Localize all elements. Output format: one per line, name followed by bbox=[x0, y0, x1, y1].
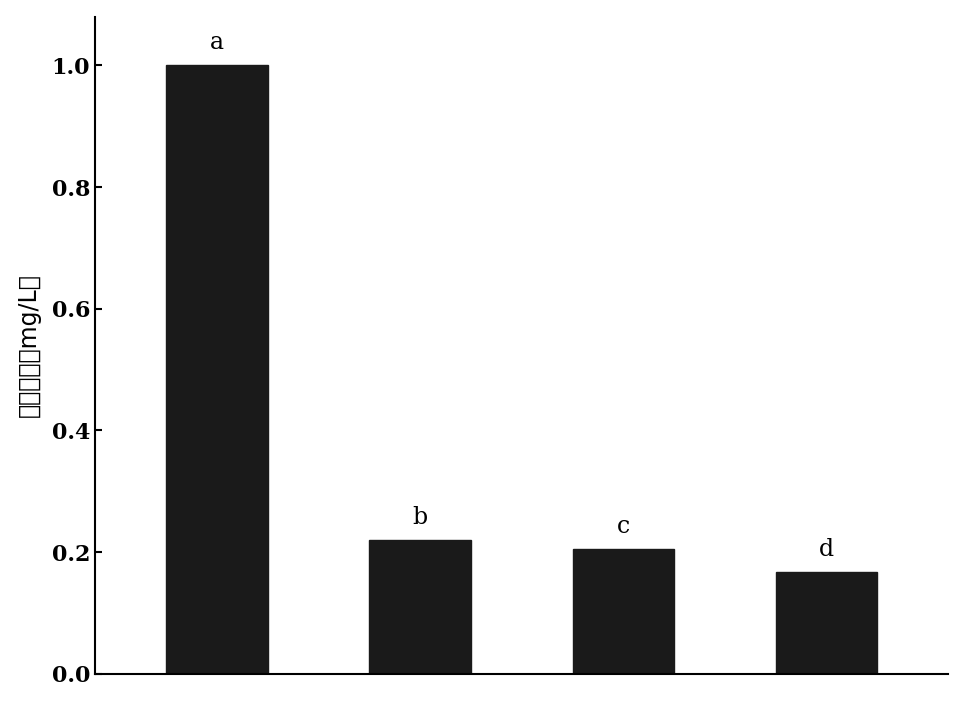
Y-axis label: 苯酚浓度（mg/L）: 苯酚浓度（mg/L） bbox=[16, 273, 41, 417]
Text: c: c bbox=[617, 515, 630, 538]
Bar bbox=[572, 549, 675, 674]
Text: a: a bbox=[210, 32, 224, 54]
Text: d: d bbox=[819, 538, 834, 560]
Bar bbox=[370, 540, 471, 674]
Bar bbox=[776, 572, 877, 674]
Text: b: b bbox=[413, 506, 427, 529]
Bar bbox=[166, 65, 268, 674]
